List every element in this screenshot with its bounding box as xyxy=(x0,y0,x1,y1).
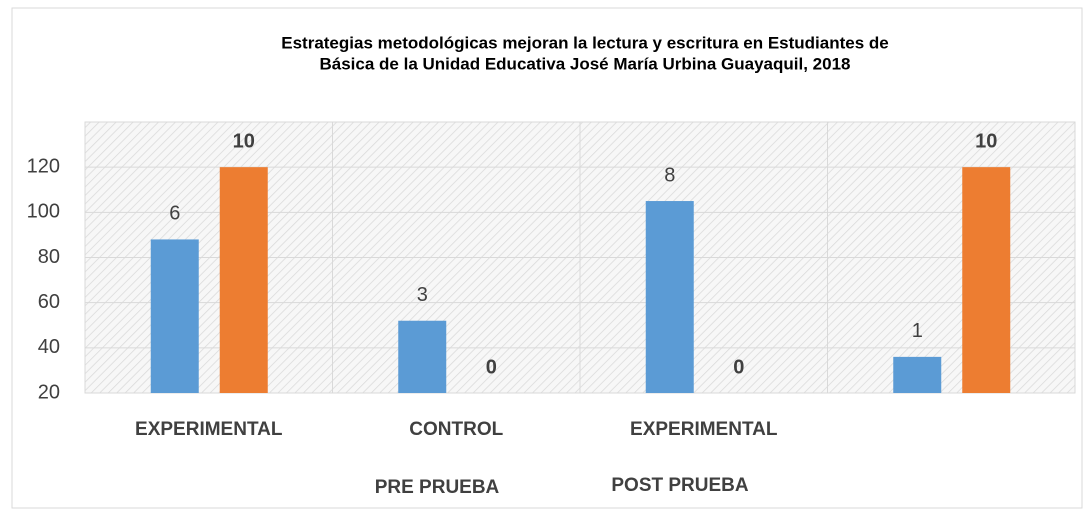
group-label: PRE PRUEBA xyxy=(375,477,500,498)
data-label: 10 xyxy=(975,130,997,152)
x-tick-label: CONTROL xyxy=(409,419,503,440)
y-tick-label: 100 xyxy=(27,201,60,223)
bar xyxy=(893,356,942,393)
bar xyxy=(150,239,199,393)
data-label: 10 xyxy=(233,130,255,152)
bar xyxy=(645,201,694,393)
data-label: 8 xyxy=(664,164,675,186)
x-tick-label: EXPERIMENTAL xyxy=(630,419,778,440)
data-label: 0 xyxy=(486,356,497,378)
data-label: 6 xyxy=(169,203,180,225)
y-tick-label: 60 xyxy=(38,291,60,313)
bar xyxy=(398,320,447,393)
data-label: 3 xyxy=(417,284,428,306)
chart-title: Estrategias metodológicas mejoran la lec… xyxy=(281,33,889,52)
y-tick-label: 40 xyxy=(38,336,60,358)
y-tick-label: 120 xyxy=(27,155,60,177)
y-tick-label: 80 xyxy=(38,246,60,268)
x-tick-label: EXPERIMENTAL xyxy=(135,419,283,440)
chart-title: Básica de la Unidad Educativa José María… xyxy=(320,54,851,73)
group-label: POST PRUEBA xyxy=(611,475,749,496)
bar xyxy=(219,167,268,393)
plot-border xyxy=(84,121,1076,394)
data-label: 1 xyxy=(912,320,923,342)
bar xyxy=(962,167,1011,393)
data-label: 0 xyxy=(733,356,744,378)
y-tick-label: 20 xyxy=(38,381,60,403)
title-box xyxy=(122,30,1037,78)
